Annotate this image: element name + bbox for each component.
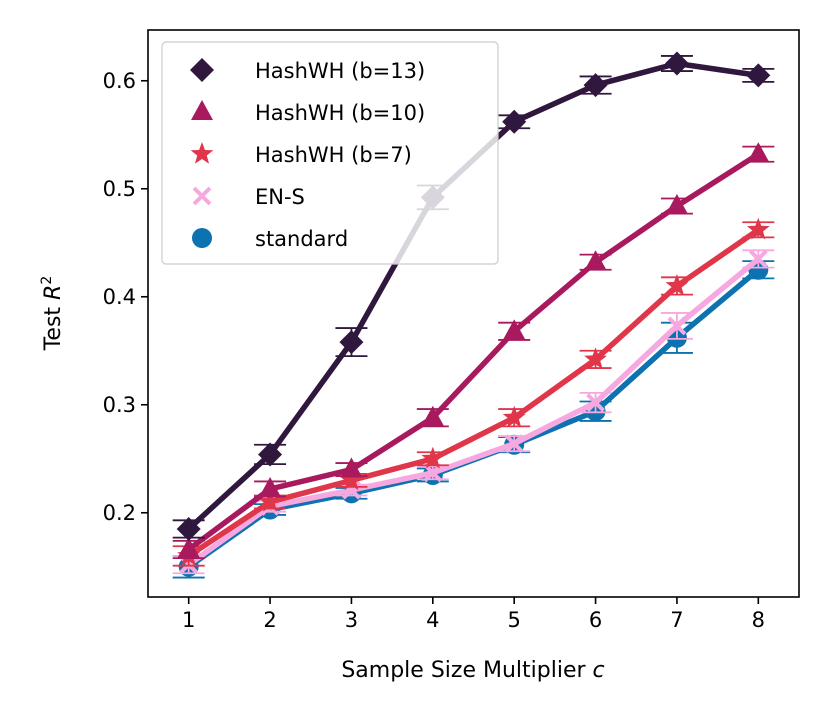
legend-marker-hashwh-b-7 bbox=[190, 142, 214, 164]
data-point-hashwh-b-7-6 bbox=[584, 347, 607, 370]
data-point-hashwh-b-13-8 bbox=[746, 63, 771, 88]
legend-box bbox=[161, 41, 499, 265]
data-point-hashwh-b-13-5 bbox=[502, 109, 527, 134]
data-point-en-s-6 bbox=[586, 393, 605, 413]
data-point-en-s-7 bbox=[667, 316, 687, 336]
data-point-hashwh-b-7-3 bbox=[340, 468, 363, 491]
x-tick-label-7: 7 bbox=[670, 608, 683, 632]
series-line-hashwh-b-10 bbox=[185, 151, 762, 553]
legend-marker-standard bbox=[192, 228, 212, 248]
y-axis-label-variable: R bbox=[41, 285, 66, 300]
x-tick-label-2: 2 bbox=[263, 608, 276, 632]
x-tick-label-1: 1 bbox=[182, 608, 195, 632]
x-tick-label-6: 6 bbox=[589, 608, 602, 632]
legend-label-hashwh-b-13: HashWH (b=13) bbox=[255, 59, 425, 83]
data-point-hashwh-b-7-5 bbox=[502, 405, 526, 428]
legend-marker-hashwh-b-13 bbox=[190, 58, 214, 82]
x-axis-label: Sample Size Multiplier c bbox=[341, 658, 604, 683]
x-axis-label-variable: c bbox=[593, 658, 605, 683]
data-point-hashwh-b-10-1 bbox=[177, 537, 200, 558]
x-tick-label-3: 3 bbox=[345, 608, 358, 632]
data-point-hashwh-b-7-8 bbox=[746, 217, 770, 240]
x-axis-label-text: Sample Size Multiplier bbox=[341, 658, 586, 683]
axes-layer: 1 2 3 4 5 6 7 8 0.2 0.3 0.4 0.5 0.6 bbox=[103, 69, 765, 632]
data-point-hashwh-b-13-2 bbox=[258, 442, 283, 467]
y-axis-label: Test R2 bbox=[39, 276, 66, 352]
x-tick-label-4: 4 bbox=[426, 608, 439, 632]
y-tick-label-0.5: 0.5 bbox=[103, 177, 136, 201]
y-tick-label-0.4: 0.4 bbox=[103, 285, 136, 309]
data-point-hashwh-b-13-3 bbox=[339, 330, 364, 355]
legend-marker-en-s bbox=[192, 186, 212, 206]
y-tick-label-0.3: 0.3 bbox=[103, 393, 136, 417]
legend-label-hashwh-b-7: HashWH (b=7) bbox=[255, 143, 412, 167]
data-point-hashwh-b-10-4 bbox=[421, 405, 444, 426]
legend-label-en-s: EN-S bbox=[255, 185, 305, 209]
legend-label-standard: standard bbox=[255, 227, 348, 251]
data-point-en-s-8 bbox=[748, 249, 768, 269]
plot-frame bbox=[147, 29, 800, 598]
x-tick-label-8: 8 bbox=[752, 608, 765, 632]
data-point-hashwh-b-13-1 bbox=[176, 516, 201, 541]
data-point-hashwh-b-7-4 bbox=[421, 446, 445, 469]
data-point-en-s-5 bbox=[504, 434, 524, 454]
y-axis-label-superscript: 2 bbox=[39, 276, 55, 285]
legend: HashWH (b=13) HashWH (b=10) HashWH (b=7) EN… bbox=[161, 41, 499, 265]
data-point-en-s-4 bbox=[423, 463, 443, 483]
y-tick-label-0.2: 0.2 bbox=[103, 501, 136, 525]
data-point-hashwh-b-10-7 bbox=[665, 194, 688, 215]
data-point-hashwh-b-13-7 bbox=[664, 51, 689, 76]
data-point-hashwh-b-10-8 bbox=[747, 142, 770, 163]
data-point-hashwh-b-7-7 bbox=[665, 273, 689, 296]
data-point-hashwh-b-13-6 bbox=[583, 73, 608, 98]
y-axis-label-text: Test bbox=[41, 307, 66, 352]
legend-label-hashwh-b-10: HashWH (b=10) bbox=[255, 101, 425, 125]
y-tick-label-0.6: 0.6 bbox=[103, 69, 136, 93]
series-line-hashwh-b-7 bbox=[185, 227, 762, 559]
data-point-hashwh-b-10-2 bbox=[259, 477, 282, 497]
x-tick-label-5: 5 bbox=[508, 608, 521, 632]
data-point-hashwh-b-10-5 bbox=[503, 319, 526, 340]
legend-marker-hashwh-b-10 bbox=[191, 100, 213, 120]
series-hashwh-b-10 bbox=[172, 142, 775, 560]
data-point-hashwh-b-10-6 bbox=[584, 250, 607, 271]
data-point-hashwh-b-10-3 bbox=[340, 457, 363, 478]
data-point-hashwh-b-7-2 bbox=[258, 489, 282, 512]
